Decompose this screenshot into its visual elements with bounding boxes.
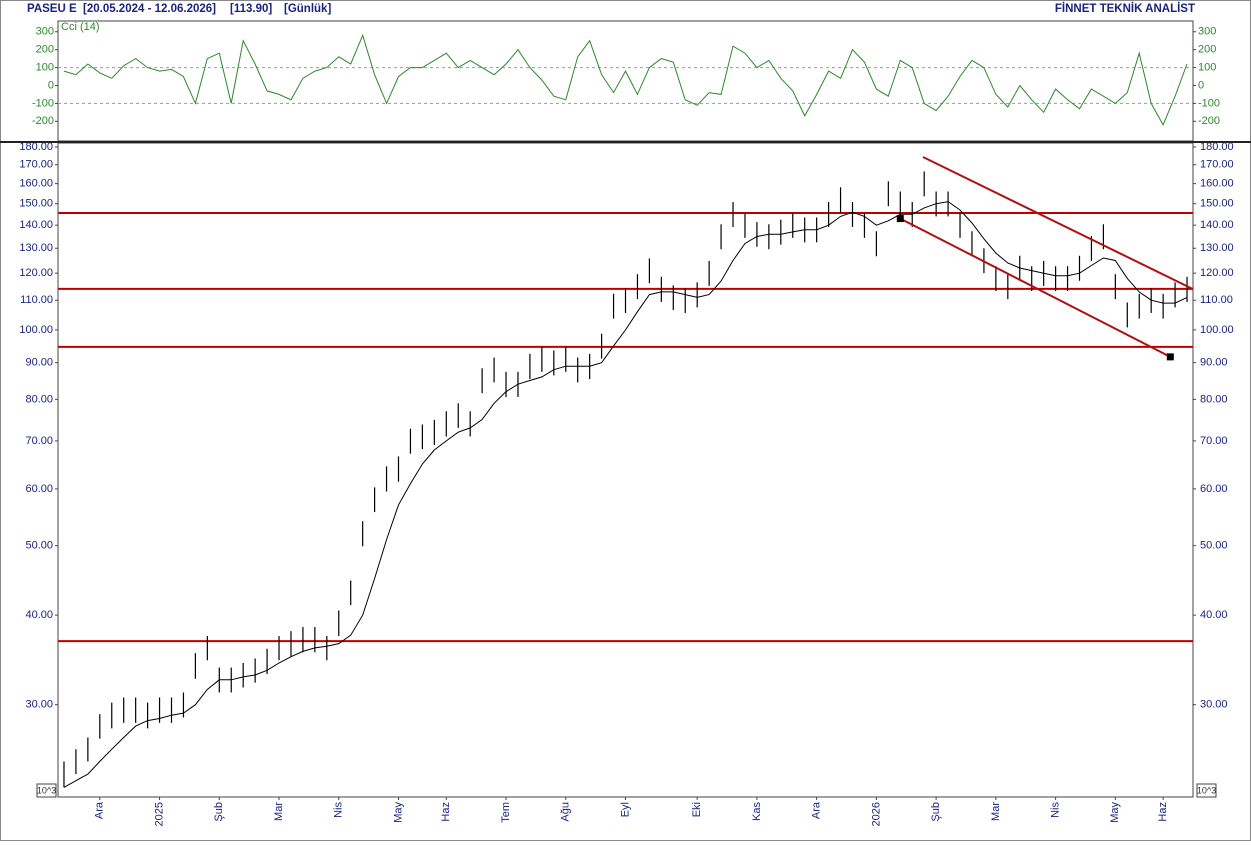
moving-average bbox=[63, 201, 1188, 788]
y-tick-label: 160.00 bbox=[19, 178, 53, 190]
y-tick-label: 100.00 bbox=[19, 324, 53, 336]
scale-label: 10^3 bbox=[37, 785, 56, 795]
x-tick-label: Haz bbox=[1157, 802, 1169, 822]
y-tick-label: 40.00 bbox=[1200, 609, 1228, 621]
y-tick-label: 50.00 bbox=[25, 540, 53, 552]
y-tick-label: 60.00 bbox=[1200, 483, 1228, 495]
y-tick-label: -200 bbox=[1198, 115, 1220, 127]
y-tick-label: 130.00 bbox=[1200, 242, 1234, 254]
x-tick-label: May bbox=[1109, 802, 1121, 823]
y-tick-label: 110.00 bbox=[20, 294, 53, 306]
y-tick-label: 160.00 bbox=[1200, 178, 1234, 190]
channel-line bbox=[899, 217, 1171, 358]
x-tick-label: Şub bbox=[930, 802, 942, 822]
y-tick-label: 150.00 bbox=[19, 198, 53, 210]
cci-label: Cci (14) bbox=[61, 21, 100, 33]
y-tick-label: 170.00 bbox=[19, 159, 53, 171]
x-tick-label: Haz bbox=[440, 802, 452, 822]
y-tick-label: 180.00 bbox=[19, 141, 53, 153]
date-range: [20.05.2024 - 12.06.2026] bbox=[83, 3, 216, 15]
brand: FİNNET TEKNİK ANALİST bbox=[1055, 2, 1195, 15]
y-tick-label: 90.00 bbox=[25, 357, 53, 369]
x-tick-label: Ara bbox=[811, 801, 823, 819]
period: [Günlük] bbox=[284, 3, 331, 15]
y-tick-label: 180.00 bbox=[1200, 141, 1234, 153]
scale-label: 10^3 bbox=[1197, 785, 1216, 795]
cci-line bbox=[63, 33, 1188, 127]
y-tick-label: 80.00 bbox=[1200, 393, 1228, 405]
y-tick-label: 120.00 bbox=[19, 267, 53, 279]
y-tick-label: 200 bbox=[1198, 44, 1216, 56]
y-tick-label: 40.00 bbox=[25, 609, 53, 621]
y-tick-label: -200 bbox=[32, 115, 54, 127]
y-tick-label: 0 bbox=[48, 79, 54, 91]
x-tick-label: Mar bbox=[273, 802, 285, 821]
anchor-point bbox=[1166, 353, 1174, 361]
scale-box bbox=[36, 783, 57, 798]
y-tick-label: 100 bbox=[36, 61, 54, 73]
y-tick-label: 0 bbox=[1198, 79, 1204, 91]
y-tick-label: 50.00 bbox=[1200, 540, 1228, 552]
y-tick-label: 60.00 bbox=[25, 483, 53, 495]
x-tick-label: May bbox=[392, 802, 404, 823]
y-tick-label: 300 bbox=[1198, 26, 1216, 38]
channel-line bbox=[922, 156, 1194, 291]
x-tick-label: Ağu bbox=[560, 802, 572, 822]
x-tick-label: Kas bbox=[751, 802, 763, 821]
y-tick-label: 100.00 bbox=[1200, 324, 1234, 336]
scale-box bbox=[1196, 783, 1217, 798]
y-tick-label: 130.00 bbox=[19, 242, 53, 254]
y-tick-label: 30.00 bbox=[1200, 699, 1228, 711]
y-tick-label: 150.00 bbox=[1200, 198, 1234, 210]
y-tick-label: 200 bbox=[36, 44, 54, 56]
y-tick-label: 140.00 bbox=[19, 219, 53, 231]
last-price: [113.90] bbox=[230, 3, 272, 15]
y-tick-label: 70.00 bbox=[1200, 435, 1228, 447]
y-tick-label: 140.00 bbox=[1200, 219, 1234, 231]
y-tick-label: 110.00 bbox=[1200, 294, 1233, 306]
x-tick-label: Nis bbox=[333, 802, 345, 818]
y-tick-label: 170.00 bbox=[1200, 159, 1234, 171]
x-tick-label: Mar bbox=[990, 802, 1002, 821]
x-tick-label: Eki bbox=[691, 802, 703, 817]
x-tick-label: Nis bbox=[1050, 802, 1062, 818]
y-tick-label: 70.00 bbox=[25, 435, 53, 447]
x-tick-label: 2025 bbox=[153, 802, 165, 826]
x-tick-label: Şub bbox=[213, 802, 225, 822]
x-tick-label: Tem bbox=[500, 802, 512, 823]
anchor-point bbox=[896, 215, 904, 223]
y-tick-label: -100 bbox=[1198, 97, 1220, 109]
y-tick-label: 120.00 bbox=[1200, 267, 1234, 279]
y-tick-label: 30.00 bbox=[25, 699, 53, 711]
symbol: PASEU E bbox=[27, 3, 77, 15]
y-tick-label: 80.00 bbox=[25, 393, 53, 405]
y-tick-label: 300 bbox=[36, 26, 54, 38]
y-tick-label: -100 bbox=[32, 97, 54, 109]
x-tick-label: 2026 bbox=[870, 802, 882, 826]
y-tick-label: 100 bbox=[1198, 61, 1216, 73]
x-tick-label: Ara bbox=[94, 801, 106, 819]
x-tick-label: Eyl bbox=[619, 802, 631, 817]
y-tick-label: 90.00 bbox=[1200, 357, 1228, 369]
